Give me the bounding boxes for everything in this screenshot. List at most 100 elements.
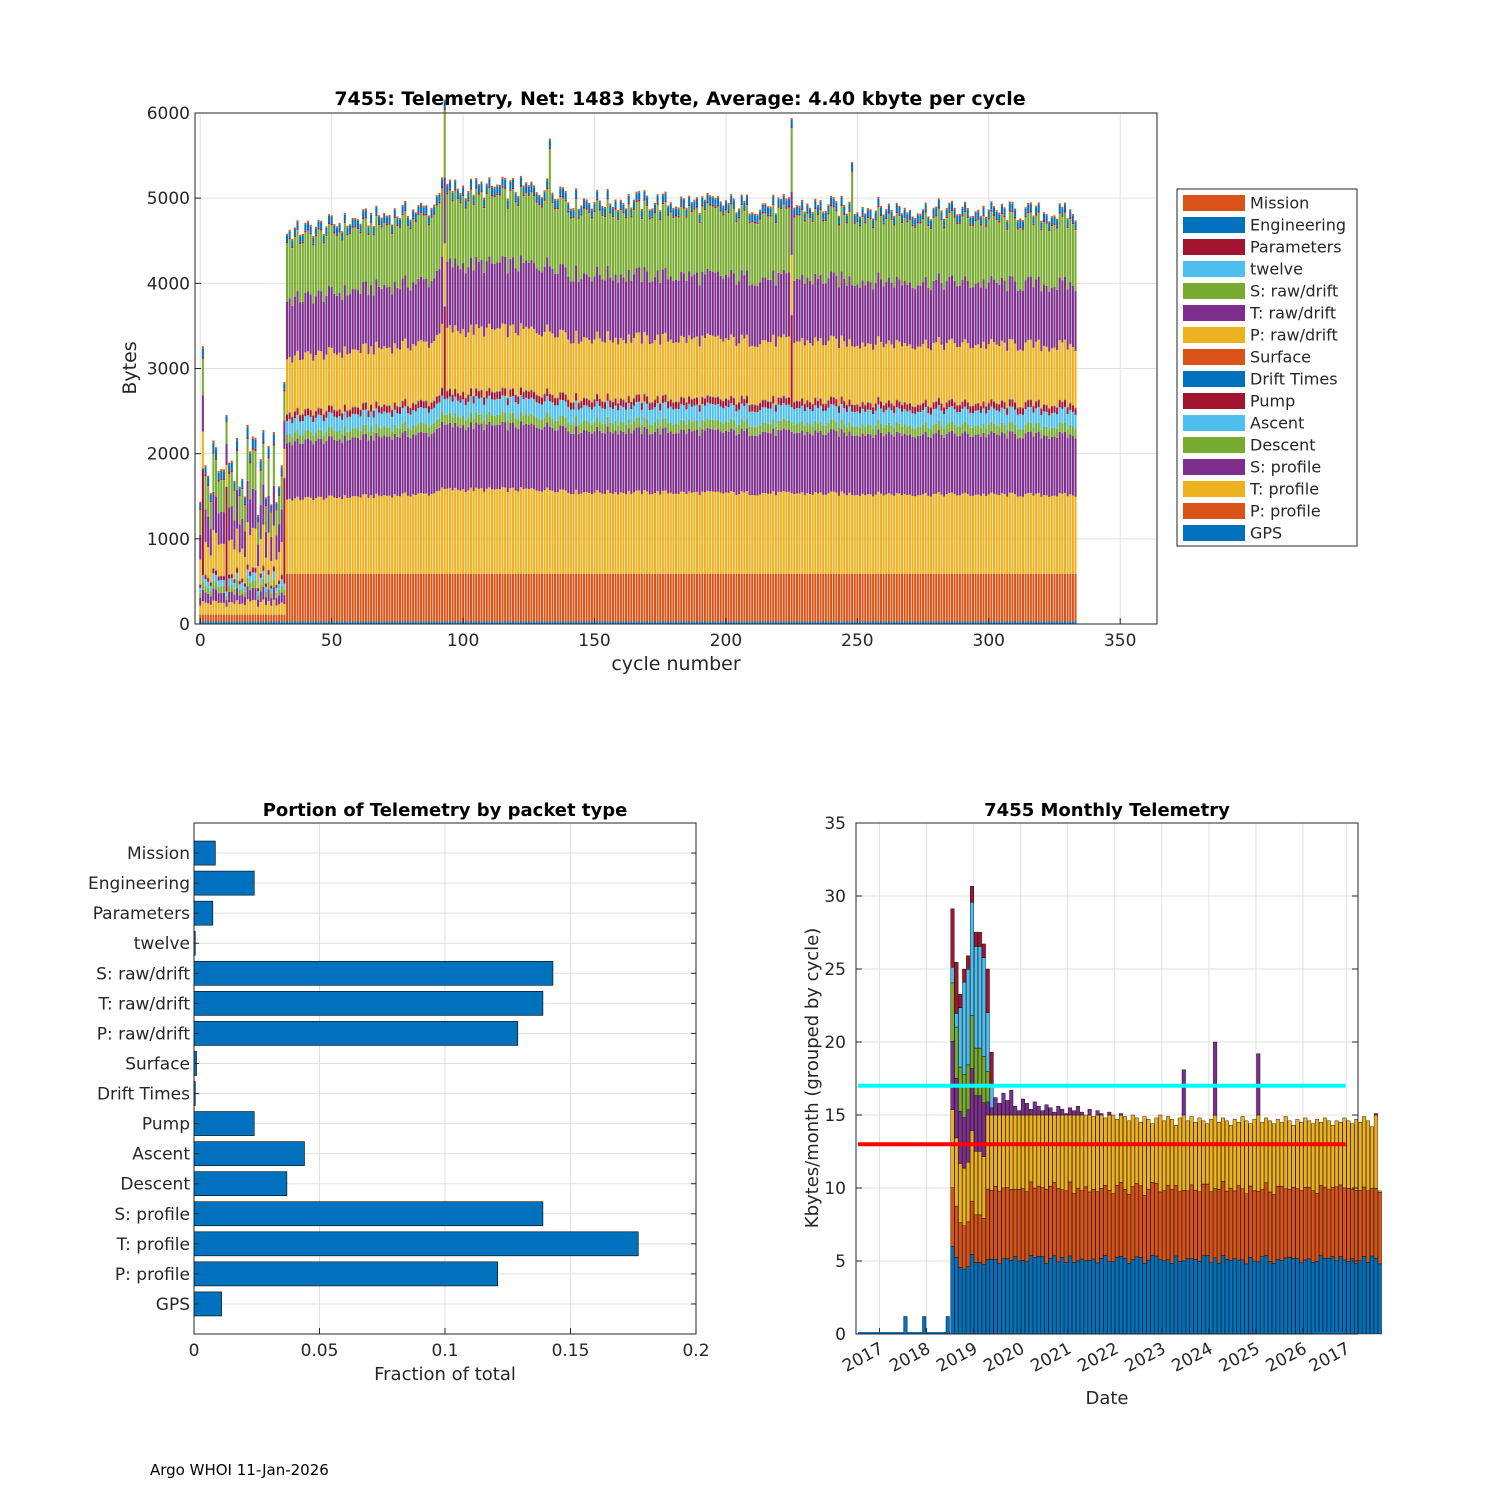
cycle-bar xyxy=(433,204,436,624)
cycle-segment-descent xyxy=(527,415,530,425)
cycle-segment-t-profile xyxy=(869,494,872,574)
cycle-segment-t-raw-drift xyxy=(745,270,748,335)
cycle-segment-p-profile xyxy=(509,573,512,622)
cycle-segment-mission xyxy=(840,195,843,198)
cycle-segment-gps xyxy=(525,621,528,624)
cycle-segment-pump xyxy=(451,394,454,402)
cycle-segment-mission xyxy=(717,196,720,198)
cycle-segment-parameters xyxy=(937,206,940,209)
cycle-segment-t-profile xyxy=(604,493,607,574)
cycle-segment-p-profile xyxy=(932,573,935,622)
cycle-segment-mission xyxy=(556,198,559,201)
cycle-segment-s-profile xyxy=(496,424,499,489)
cycle-segment-pump xyxy=(690,399,693,407)
cycle-segment-t-profile xyxy=(698,495,701,574)
cycle-bar xyxy=(251,436,254,624)
cycle-bar xyxy=(864,213,867,624)
cycle-segment-pump xyxy=(485,391,488,399)
cycle-segment-s-raw-drift xyxy=(772,205,775,271)
cycle-segment-engineering xyxy=(435,196,438,204)
cycle-segment-p-profile xyxy=(919,573,922,622)
cycle-segment-p-profile xyxy=(462,573,465,622)
cycle-segment-s-profile xyxy=(462,425,465,490)
cycle-segment-engineering xyxy=(236,440,239,450)
cycle-segment-p-raw-drift xyxy=(832,336,835,397)
cycle-segment-p-profile xyxy=(845,573,848,622)
cycle-segment-descent xyxy=(396,427,399,437)
cycle-segment-gps xyxy=(270,621,273,624)
cycle-segment-engineering xyxy=(640,210,643,218)
cycle-segment-ascent xyxy=(359,416,362,431)
cycle-segment-ascent xyxy=(354,413,357,429)
cycle-segment-s-raw-drift xyxy=(732,208,735,274)
cycle-segment-descent xyxy=(722,423,725,433)
cycle-segment-t-profile xyxy=(519,487,522,574)
cycle-bar xyxy=(596,189,599,624)
cycle-segment-gps xyxy=(690,621,693,624)
cycle-segment-s-profile xyxy=(858,437,862,496)
cycle-segment-mission xyxy=(827,204,830,206)
cycle-segment-t-raw-drift xyxy=(866,281,869,344)
cycle-segment-s-raw-drift xyxy=(251,450,254,489)
cycle-bar xyxy=(320,220,323,624)
cycle-segment-s-raw-drift xyxy=(556,209,559,274)
cycle-segment-s-raw-drift xyxy=(711,206,714,272)
cycle-segment-parameters xyxy=(604,215,607,218)
cycle-segment-parameters xyxy=(822,219,825,222)
cycle-segment-s-profile xyxy=(585,430,588,493)
cycle-segment-pump xyxy=(674,402,678,409)
cycle-segment-ascent xyxy=(548,401,551,418)
cycle-segment-p-profile xyxy=(922,573,925,622)
cycle-segment-t-raw-drift xyxy=(335,295,338,355)
cycle-bar xyxy=(958,213,961,624)
cycle-segment-descent xyxy=(745,418,748,429)
cycle-segment-s-raw-drift xyxy=(827,214,830,279)
cycle-segment-descent xyxy=(551,418,554,428)
cycle-segment-gps xyxy=(533,621,536,624)
cycle-segment-engineering xyxy=(448,181,451,189)
cycle-segment-s-profile xyxy=(343,435,346,496)
cycle-segment-t-profile xyxy=(301,499,304,574)
cycle-segment-descent xyxy=(774,426,777,436)
cycle-segment-s-raw-drift xyxy=(706,203,709,269)
cycle-segment-pump xyxy=(314,411,317,418)
cycle-segment-engineering xyxy=(590,210,593,217)
cycle-segment-p-raw-drift xyxy=(433,341,436,401)
cycle-segment-t-raw-drift xyxy=(317,290,320,351)
cycle-bar xyxy=(451,190,454,624)
cycle-segment-ascent xyxy=(554,405,557,421)
cycle-segment-p-profile xyxy=(254,614,257,622)
cycle-segment-engineering xyxy=(837,217,840,224)
cycle-segment-p-profile xyxy=(898,573,901,622)
cycle-segment-descent xyxy=(228,585,231,592)
cycle-segment-t-profile xyxy=(856,495,859,574)
cycle-segment-p-raw-drift xyxy=(622,340,625,400)
cycle-segment-p-raw-drift xyxy=(243,557,246,583)
cycle-segment-p-profile xyxy=(233,614,236,622)
cycle-segment-p-raw-drift xyxy=(922,343,925,403)
cycle-segment-p-profile xyxy=(446,573,449,622)
cycle-segment-engineering xyxy=(280,467,283,475)
cycle-segment-t-raw-drift xyxy=(864,285,867,347)
cycle-segment-s-profile xyxy=(906,435,909,496)
cycle-segment-s-raw-drift xyxy=(433,214,436,279)
cycle-segment-pump xyxy=(648,403,651,411)
cycle-segment-mission xyxy=(569,208,572,211)
cycle-segment-t-raw-drift xyxy=(964,276,967,340)
cycle-segment-s-raw-drift xyxy=(441,188,444,257)
cycle-segment-p-raw-drift xyxy=(320,351,323,408)
cycle-segment-ascent xyxy=(425,408,428,424)
cycle-segment-t-raw-drift xyxy=(512,257,515,325)
cycle-segment-engineering xyxy=(504,179,507,187)
cycle-segment-s-raw-drift xyxy=(438,203,441,270)
cycle-segment-t-profile xyxy=(293,498,296,574)
cycle-segment-pump xyxy=(561,392,565,401)
cycle-segment-p-raw-drift xyxy=(383,346,386,405)
cycle-segment-s-profile xyxy=(617,434,620,495)
cycle-segment-gps xyxy=(493,621,496,624)
cycle-segment-engineering xyxy=(367,227,370,234)
cycle-segment-gps xyxy=(701,621,704,624)
cycle-segment-s-raw-drift xyxy=(777,208,780,273)
cycle-segment-mission xyxy=(669,202,672,204)
cycle-segment-ascent xyxy=(693,405,696,422)
